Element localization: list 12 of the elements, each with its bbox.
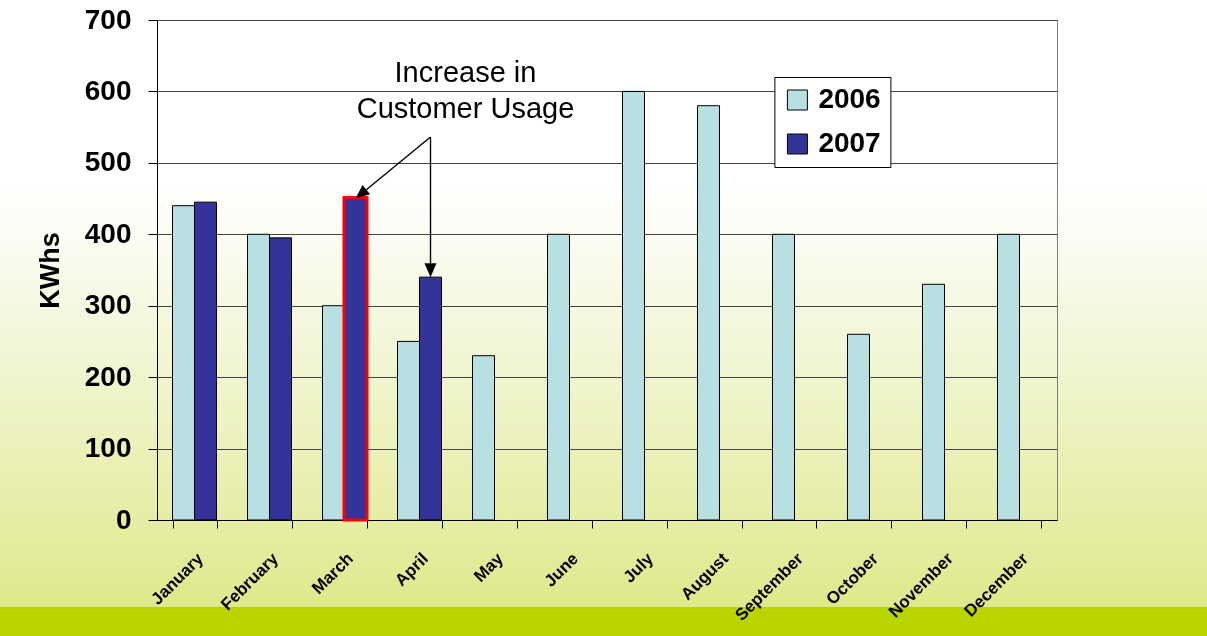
y-tick-label: 400: [84, 217, 132, 249]
y-tick-label: 300: [84, 289, 132, 321]
y-tick-label: 200: [84, 360, 132, 392]
y-tick-label: 700: [84, 3, 132, 35]
y-axis-title: KWhs: [34, 232, 65, 309]
y-tick-label: 0: [115, 503, 132, 535]
y-tick-label: 100: [84, 432, 132, 464]
legend-label: 2006: [818, 83, 881, 114]
legend-label: 2007: [818, 127, 881, 158]
annotation: Increase in Customer Usage: [356, 56, 575, 124]
y-tick-label: 500: [84, 146, 132, 178]
y-tick-label: 600: [84, 74, 132, 106]
